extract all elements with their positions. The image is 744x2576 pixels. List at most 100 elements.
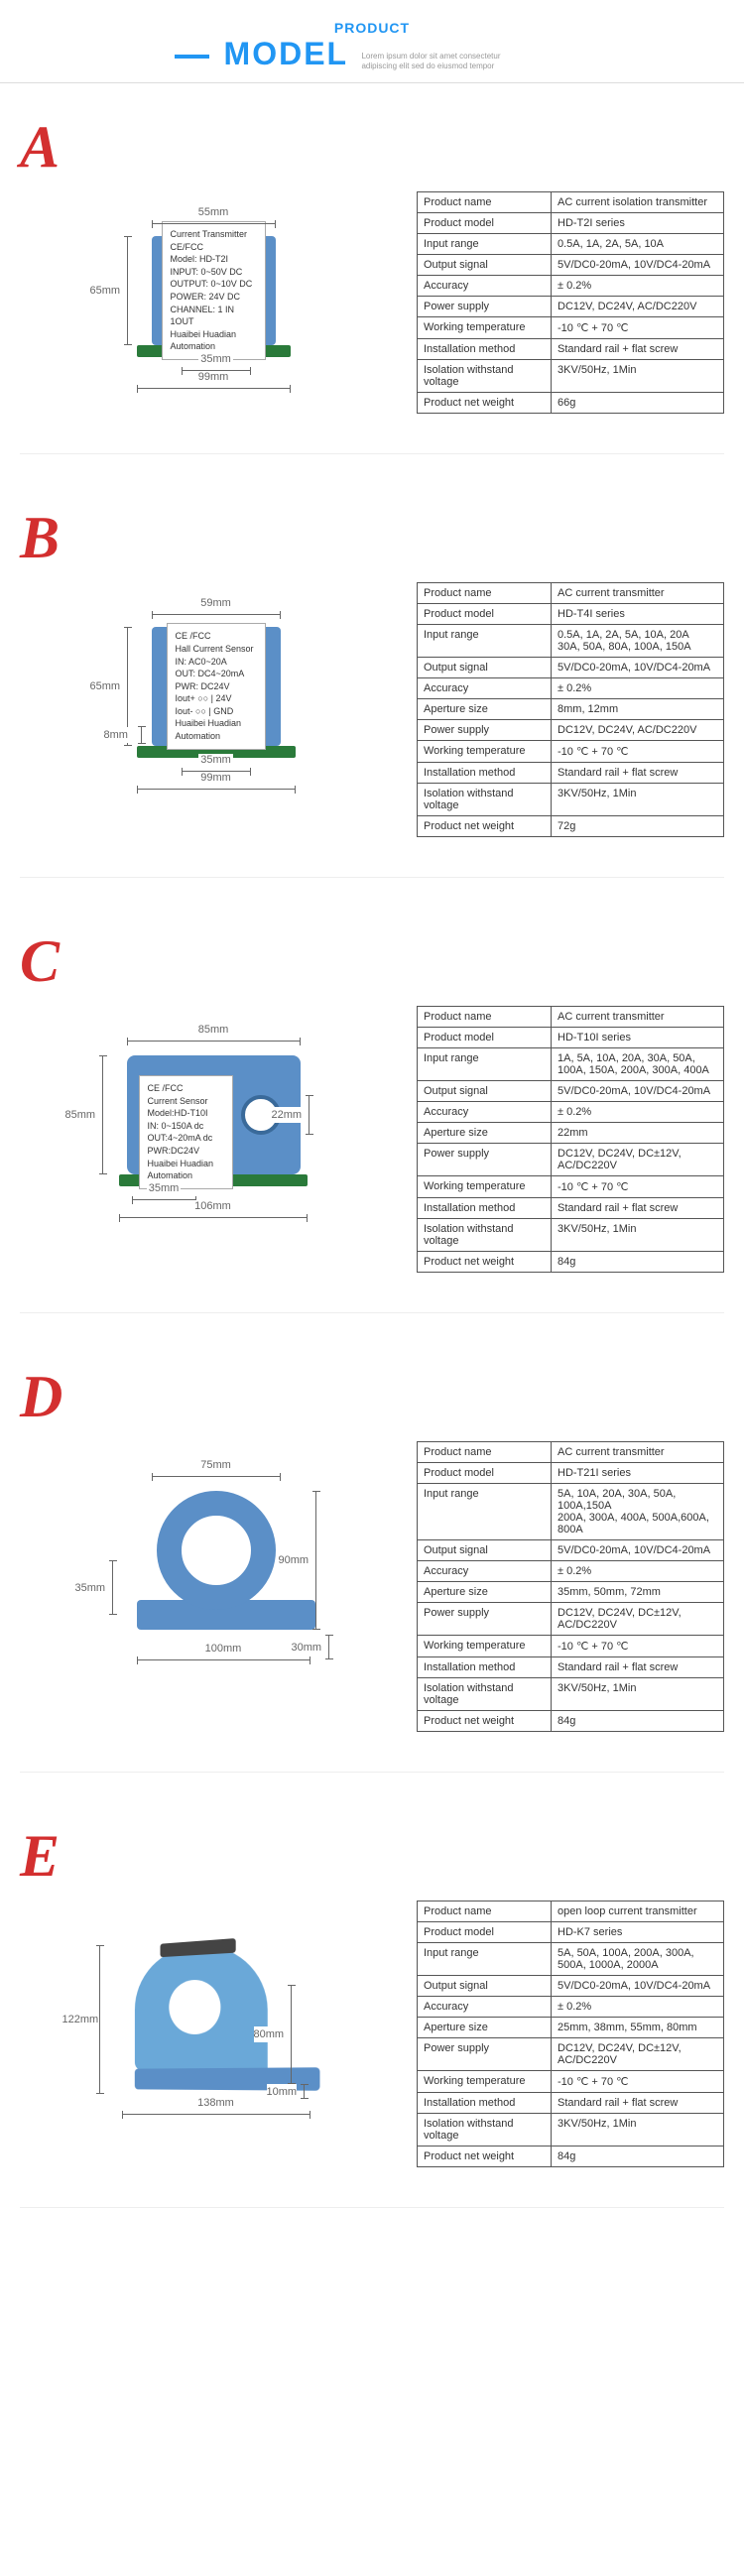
- spec-value: AC current transmitter: [552, 583, 724, 604]
- spec-key: Product model: [418, 1028, 552, 1048]
- table-row: Output signal5V/DC0-20mA, 10V/DC4-20mA: [418, 1540, 724, 1561]
- table-row: Output signal5V/DC0-20mA, 10V/DC4-20mA: [418, 658, 724, 678]
- spec-table: Product nameAC current transmitterProduc…: [417, 1006, 724, 1273]
- spec-value: 84g: [552, 1711, 724, 1732]
- spec-value: -10 ℃ + 70 ℃: [552, 2071, 724, 2093]
- dim-base2: 106mm: [119, 1217, 308, 1231]
- dim-base2: 99mm: [137, 789, 296, 802]
- table-row: Output signal5V/DC0-20mA, 10V/DC4-20mA: [418, 255, 724, 276]
- spec-key: Aperture size: [418, 2018, 552, 2038]
- page-header: PRODUCT MODEL Lorem ipsum dolor sit amet…: [0, 0, 744, 83]
- spec-value: 5V/DC0-20mA, 10V/DC4-20mA: [552, 1976, 724, 1997]
- table-row: Working temperature-10 ℃ + 70 ℃: [418, 317, 724, 339]
- spec-key: Power supply: [418, 720, 552, 741]
- spec-value: 5V/DC0-20mA, 10V/DC4-20mA: [552, 658, 724, 678]
- dim-base-h: 30mm: [328, 1635, 342, 1659]
- spec-value: -10 ℃ + 70 ℃: [552, 1176, 724, 1198]
- table-row: Power supplyDC12V, DC24V, DC±12V,AC/DC22…: [418, 1144, 724, 1176]
- spec-table: Product nameAC current transmitterProduc…: [417, 582, 724, 837]
- spec-value: AC current transmitter: [552, 1007, 724, 1028]
- table-row: Product nameAC current transmitter: [418, 1442, 724, 1463]
- spec-key: Product model: [418, 604, 552, 625]
- spec-value: 1A, 5A, 10A, 20A, 30A, 50A,100A, 150A, 2…: [552, 1048, 724, 1081]
- table-row: Product nameAC current transmitter: [418, 1007, 724, 1028]
- spec-key: Aperture size: [418, 699, 552, 720]
- spec-value: Standard rail + flat screw: [552, 763, 724, 784]
- spec-value: 3KV/50Hz, 1Min: [552, 2114, 724, 2147]
- table-row: Aperture size22mm: [418, 1123, 724, 1144]
- spec-key: Product name: [418, 1901, 552, 1922]
- spec-key: Product model: [418, 1922, 552, 1943]
- dim-height: 65mm: [127, 236, 141, 345]
- spec-key: Input range: [418, 1943, 552, 1976]
- spec-value: Standard rail + flat screw: [552, 339, 724, 360]
- table-row: Accuracy± 0.2%: [418, 1561, 724, 1582]
- spec-key: Aperture size: [418, 1582, 552, 1603]
- spec-key: Accuracy: [418, 678, 552, 699]
- spec-value: HD-T21I series: [552, 1463, 724, 1484]
- table-row: Installation methodStandard rail + flat …: [418, 1198, 724, 1219]
- spec-value: 3KV/50Hz, 1Min: [552, 784, 724, 816]
- spec-key: Accuracy: [418, 1102, 552, 1123]
- spec-value: 72g: [552, 816, 724, 837]
- spec-value: 0.5A, 1A, 2A, 5A, 10A, 20A30A, 50A, 80A,…: [552, 625, 724, 658]
- spec-key: Accuracy: [418, 276, 552, 297]
- spec-value: 5V/DC0-20mA, 10V/DC4-20mA: [552, 1081, 724, 1102]
- spec-key: Output signal: [418, 1976, 552, 1997]
- spec-value: 3KV/50Hz, 1Min: [552, 1219, 724, 1252]
- table-row: Input range0.5A, 1A, 2A, 5A, 10A: [418, 234, 724, 255]
- spec-key: Power supply: [418, 1144, 552, 1176]
- table-row: Working temperature-10 ℃ + 70 ℃: [418, 1636, 724, 1657]
- table-row: Output signal5V/DC0-20mA, 10V/DC4-20mA: [418, 1081, 724, 1102]
- spec-key: Power supply: [418, 1603, 552, 1636]
- spec-key: Accuracy: [418, 1997, 552, 2018]
- table-row: Accuracy± 0.2%: [418, 678, 724, 699]
- product-section: A Current Transmitter CE/FCCModel: HD-T2…: [20, 113, 724, 454]
- spec-key: Power supply: [418, 297, 552, 317]
- spec-key: Product name: [418, 1007, 552, 1028]
- spec-value: 5V/DC0-20mA, 10V/DC4-20mA: [552, 1540, 724, 1561]
- spec-value: 3KV/50Hz, 1Min: [552, 1678, 724, 1711]
- table-row: Power supplyDC12V, DC24V, AC/DC220V: [418, 297, 724, 317]
- spec-value: DC12V, DC24V, DC±12V,AC/DC220V: [552, 2038, 724, 2071]
- spec-value: HD-T2I series: [552, 213, 724, 234]
- product-section: D 75mm 35mm 90mm 30mm 100mm Product name…: [20, 1363, 724, 1773]
- spec-key: Isolation withstand voltage: [418, 784, 552, 816]
- spec-key: Product name: [418, 583, 552, 604]
- spec-key: Input range: [418, 625, 552, 658]
- spec-value: AC current transmitter: [552, 1442, 724, 1463]
- spec-value: AC current isolation transmitter: [552, 192, 724, 213]
- table-row: Power supplyDC12V, DC24V, DC±12V,AC/DC22…: [418, 1603, 724, 1636]
- section-letter: D: [20, 1363, 724, 1431]
- table-row: Power supplyDC12V, DC24V, AC/DC220V: [418, 720, 724, 741]
- table-row: Accuracy± 0.2%: [418, 276, 724, 297]
- spec-key: Installation method: [418, 763, 552, 784]
- spec-value: Standard rail + flat screw: [552, 1657, 724, 1678]
- product-section: E 122mm 80mm 10mm 138mm Product nameopen…: [20, 1822, 724, 2208]
- table-row: Input range0.5A, 1A, 2A, 5A, 10A, 20A30A…: [418, 625, 724, 658]
- table-row: Product net weight84g: [418, 1711, 724, 1732]
- product-section: B CE /FCCHall Current SensorIN: AC0~20AO…: [20, 504, 724, 878]
- product-image: Current Transmitter CE/FCCModel: HD-T2II…: [20, 191, 402, 410]
- spec-value: 0.5A, 1A, 2A, 5A, 10A: [552, 234, 724, 255]
- dim-width: 59mm: [152, 614, 281, 628]
- spec-key: Product model: [418, 1463, 552, 1484]
- spec-value: -10 ℃ + 70 ℃: [552, 1636, 724, 1657]
- table-row: Input range5A, 10A, 20A, 30A, 50A, 100A,…: [418, 1484, 724, 1540]
- table-row: Product net weight66g: [418, 393, 724, 414]
- dim-base-h: 10mm: [304, 2084, 317, 2099]
- spec-value: ± 0.2%: [552, 678, 724, 699]
- product-image: CE /FCCHall Current SensorIN: AC0~20AOUT…: [20, 582, 402, 810]
- spec-value: HD-T10I series: [552, 1028, 724, 1048]
- table-row: Installation methodStandard rail + flat …: [418, 763, 724, 784]
- spec-table: Product nameopen loop current transmitte…: [417, 1901, 724, 2167]
- spec-key: Product name: [418, 1442, 552, 1463]
- product-image: 75mm 35mm 90mm 30mm 100mm: [20, 1441, 402, 1689]
- section-letter: E: [20, 1822, 724, 1891]
- table-row: Product nameopen loop current transmitte…: [418, 1901, 724, 1922]
- spec-value: 35mm, 50mm, 72mm: [552, 1582, 724, 1603]
- spec-value: 25mm, 38mm, 55mm, 80mm: [552, 2018, 724, 2038]
- device-label: CE /FCCHall Current SensorIN: AC0~20AOUT…: [167, 623, 266, 749]
- spec-key: Input range: [418, 1484, 552, 1540]
- spec-value: -10 ℃ + 70 ℃: [552, 317, 724, 339]
